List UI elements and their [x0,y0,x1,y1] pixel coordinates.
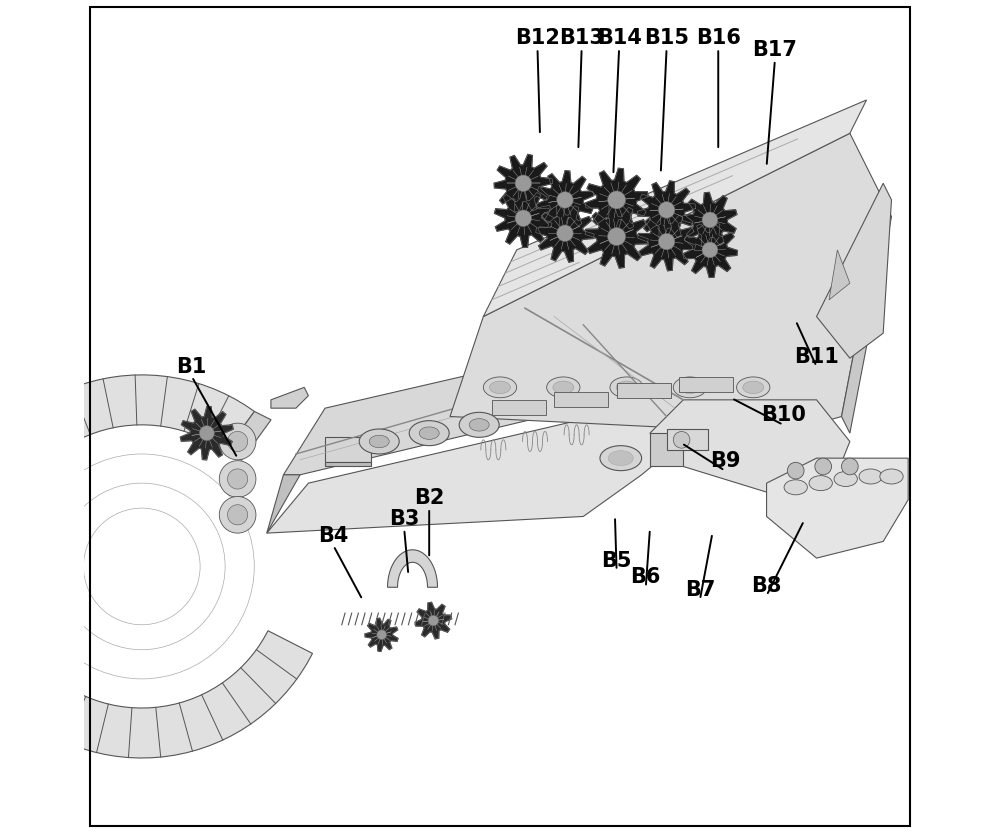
Ellipse shape [359,429,399,454]
Ellipse shape [469,418,489,431]
Bar [667,429,708,450]
Ellipse shape [680,382,700,394]
Circle shape [228,505,248,525]
Ellipse shape [369,435,389,448]
Circle shape [377,630,387,640]
Polygon shape [267,475,300,533]
Ellipse shape [547,377,580,398]
Polygon shape [817,183,892,358]
Polygon shape [494,154,552,212]
Text: B14: B14 [597,28,642,48]
Ellipse shape [600,446,642,471]
Text: B3: B3 [389,509,419,529]
Circle shape [557,225,573,242]
Text: B12: B12 [515,28,560,48]
Circle shape [199,426,214,441]
Text: B17: B17 [752,40,797,60]
Ellipse shape [610,377,643,398]
Ellipse shape [834,471,857,486]
Circle shape [608,191,626,209]
Bar [325,437,371,462]
Circle shape [219,423,256,460]
Ellipse shape [616,382,637,394]
Text: B13: B13 [559,28,604,48]
Bar [617,383,671,398]
Polygon shape [267,400,692,533]
Ellipse shape [880,469,903,484]
Text: B15: B15 [644,28,689,48]
Polygon shape [283,333,683,475]
Ellipse shape [673,377,707,398]
Text: B4: B4 [318,526,349,546]
Polygon shape [650,400,850,500]
Circle shape [787,462,804,479]
Polygon shape [683,223,737,277]
Text: B7: B7 [685,580,715,600]
Ellipse shape [409,421,449,446]
Text: B2: B2 [414,488,444,508]
Circle shape [608,227,626,246]
Polygon shape [650,433,683,466]
Polygon shape [638,212,696,271]
Text: B8: B8 [751,576,782,596]
Text: B5: B5 [601,551,632,571]
Polygon shape [536,171,594,229]
Polygon shape [225,412,271,460]
Text: B6: B6 [631,567,661,587]
Polygon shape [388,550,438,587]
Circle shape [228,431,248,451]
Circle shape [515,210,532,227]
Circle shape [515,175,532,192]
Ellipse shape [809,476,832,491]
Ellipse shape [743,382,764,394]
Ellipse shape [859,469,882,484]
Text: B1: B1 [177,357,207,377]
Polygon shape [585,168,648,232]
Ellipse shape [483,377,517,398]
Ellipse shape [553,382,574,394]
Text: B10: B10 [761,405,806,425]
Polygon shape [0,375,313,758]
Polygon shape [180,407,233,460]
Text: B16: B16 [696,28,741,48]
Polygon shape [415,602,452,639]
Circle shape [557,192,573,208]
Polygon shape [536,204,594,262]
Circle shape [702,212,718,227]
Polygon shape [585,205,648,268]
Polygon shape [842,200,892,433]
Polygon shape [495,189,552,247]
Bar [679,377,733,392]
Ellipse shape [490,382,510,394]
Ellipse shape [737,377,770,398]
Ellipse shape [419,426,439,440]
Circle shape [228,469,248,489]
Circle shape [842,458,858,475]
Polygon shape [767,458,908,558]
Bar [492,400,546,415]
Circle shape [658,202,675,218]
Polygon shape [365,618,398,651]
Polygon shape [325,462,371,466]
Ellipse shape [459,412,499,437]
Circle shape [702,242,718,257]
Polygon shape [682,192,737,247]
Text: B9: B9 [710,451,740,471]
Polygon shape [450,133,883,433]
Polygon shape [637,181,696,239]
Circle shape [673,431,690,448]
Circle shape [219,496,256,533]
Circle shape [428,616,439,626]
Circle shape [815,458,832,475]
Circle shape [658,233,675,250]
Polygon shape [483,100,867,317]
Circle shape [219,461,256,497]
Ellipse shape [608,451,633,466]
Polygon shape [829,250,850,300]
Bar [554,392,608,407]
Text: B11: B11 [794,347,839,367]
Ellipse shape [784,480,807,495]
Polygon shape [271,387,308,408]
